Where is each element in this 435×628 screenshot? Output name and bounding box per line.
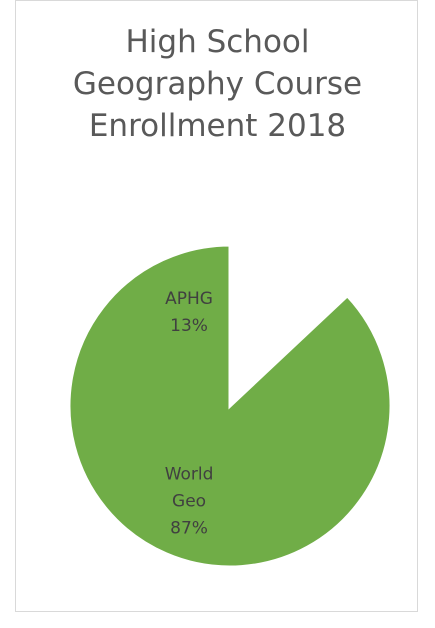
slice-name-label-aphg-0: APHG <box>165 289 213 309</box>
slice-value-label-aphg: 13% <box>170 316 208 336</box>
slice-value-label-world-geo: 87% <box>170 519 208 539</box>
slice-name-label-world-geo-1: Geo <box>172 492 206 512</box>
pie-slice-world-geo <box>67 243 393 569</box>
chart-title: High School Geography Course Enrollment … <box>72 24 363 144</box>
slice-name-label-world-geo-0: World <box>165 465 214 485</box>
